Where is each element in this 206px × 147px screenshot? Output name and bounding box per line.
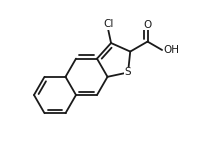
Text: O: O: [143, 20, 151, 30]
Text: OH: OH: [162, 45, 178, 55]
Text: S: S: [124, 67, 131, 77]
Text: Cl: Cl: [103, 19, 113, 29]
